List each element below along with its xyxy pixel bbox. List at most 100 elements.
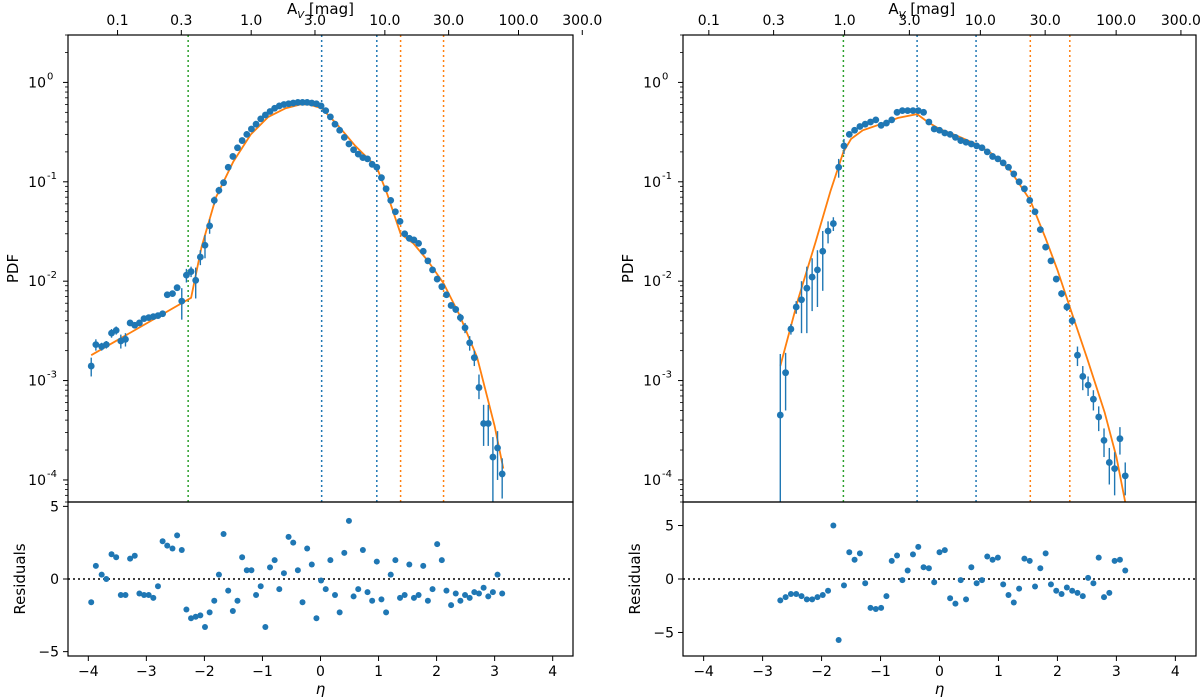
residual-point bbox=[369, 597, 376, 604]
right-ticks: −4 −3 −2 −1 0 1 2 3 4 0.1 0.3 1.0 3.0 10.0 30.0 100.0 30… bbox=[643, 13, 1200, 680]
residual-point bbox=[1037, 565, 1044, 572]
y-tick-label: 10 bbox=[643, 374, 661, 390]
residual-point bbox=[364, 589, 371, 596]
data-point bbox=[163, 291, 171, 299]
residual-y-tick-label: 0 bbox=[50, 572, 59, 588]
top-tick-label: 30.0 bbox=[1030, 13, 1061, 29]
data-point bbox=[893, 108, 901, 116]
residual-point bbox=[931, 579, 938, 586]
residual-point bbox=[1053, 587, 1060, 594]
top-tick-label: 100.0 bbox=[1096, 13, 1136, 29]
residual-point bbox=[867, 604, 874, 611]
residual-point bbox=[336, 609, 343, 616]
residual-point bbox=[457, 597, 464, 604]
residual-point bbox=[1116, 556, 1123, 563]
y-tick-exponent: -4 bbox=[662, 469, 672, 480]
residual-point bbox=[920, 564, 927, 571]
data-point bbox=[401, 230, 409, 238]
residual-point bbox=[957, 577, 964, 584]
data-point bbox=[1042, 243, 1050, 251]
residual-point bbox=[1101, 594, 1108, 601]
residual-point bbox=[952, 600, 959, 607]
residual-point bbox=[1058, 590, 1065, 597]
data-point bbox=[983, 148, 991, 156]
residual-point bbox=[98, 571, 105, 578]
x-tick-label: 3 bbox=[490, 664, 499, 680]
data-point bbox=[215, 186, 223, 194]
x-tick-label: 4 bbox=[548, 664, 557, 680]
top-tick-label: 10.0 bbox=[965, 13, 996, 29]
residual-point bbox=[271, 557, 278, 564]
top-tick-label: 1.0 bbox=[833, 13, 855, 29]
data-point bbox=[798, 296, 805, 304]
residual-point bbox=[1021, 555, 1028, 562]
y-tick-label: 10 bbox=[28, 274, 46, 290]
residual-point bbox=[862, 580, 869, 587]
right-data-points bbox=[776, 107, 1129, 502]
data-point bbox=[782, 369, 789, 377]
data-point bbox=[1031, 208, 1039, 216]
data-point bbox=[429, 266, 436, 274]
data-point bbox=[252, 120, 260, 128]
right-fit-line bbox=[779, 113, 1127, 503]
data-point bbox=[484, 420, 492, 427]
residual-point bbox=[888, 557, 895, 564]
x-tick-label: 2 bbox=[1053, 664, 1062, 680]
residual-point bbox=[494, 571, 501, 578]
data-point bbox=[364, 155, 371, 163]
right-residual-y-axis-title: Residuals bbox=[626, 543, 644, 614]
residual-point bbox=[475, 590, 482, 597]
top-tick-label: 0.1 bbox=[106, 13, 128, 29]
residual-point bbox=[448, 602, 455, 609]
residual-point bbox=[909, 551, 916, 558]
data-point bbox=[819, 247, 827, 255]
residual-point bbox=[141, 591, 148, 598]
left-y-axis-title: PDF bbox=[4, 254, 22, 283]
residual-point bbox=[466, 594, 473, 601]
data-point bbox=[1095, 413, 1103, 421]
residual-point bbox=[936, 549, 943, 556]
data-point bbox=[224, 163, 232, 171]
data-point bbox=[888, 116, 896, 124]
top-tick-label: 30.0 bbox=[433, 13, 464, 29]
residual-point bbox=[290, 539, 297, 546]
top-tick-label: 300.0 bbox=[1161, 13, 1200, 29]
y-tick-label: 10 bbox=[28, 473, 46, 489]
data-point bbox=[452, 306, 460, 313]
residual-point bbox=[108, 551, 115, 558]
residual-point bbox=[1111, 557, 1118, 564]
x-tick-label: 1 bbox=[374, 664, 383, 680]
data-point bbox=[1111, 465, 1119, 473]
data-point bbox=[1084, 381, 1092, 389]
residual-point bbox=[798, 593, 805, 600]
right-residual-points bbox=[683, 522, 1196, 643]
data-point bbox=[354, 150, 362, 158]
data-point bbox=[877, 121, 885, 129]
y-tick-exponent: -1 bbox=[47, 171, 57, 182]
x-tick-label: 0 bbox=[935, 664, 944, 680]
data-point bbox=[415, 239, 422, 247]
residual-point bbox=[420, 562, 427, 569]
data-point bbox=[243, 130, 251, 138]
data-point bbox=[410, 236, 418, 244]
data-point bbox=[914, 107, 922, 115]
data-point bbox=[909, 107, 917, 115]
residual-point bbox=[308, 561, 315, 568]
data-point bbox=[936, 126, 943, 134]
data-point bbox=[835, 163, 843, 171]
residual-point bbox=[117, 591, 124, 598]
residual-point bbox=[415, 591, 422, 598]
residual-point bbox=[1106, 589, 1113, 596]
residual-point bbox=[1069, 587, 1076, 594]
data-point bbox=[1010, 170, 1018, 178]
residual-point bbox=[1000, 581, 1007, 588]
residual-point bbox=[136, 590, 143, 597]
data-point bbox=[1058, 290, 1065, 298]
residual-point bbox=[809, 596, 816, 603]
residual-point bbox=[313, 615, 320, 622]
residual-point bbox=[225, 587, 232, 594]
data-point bbox=[898, 107, 906, 115]
top-tick-label: 3.0 bbox=[898, 13, 920, 29]
data-point bbox=[456, 314, 464, 322]
